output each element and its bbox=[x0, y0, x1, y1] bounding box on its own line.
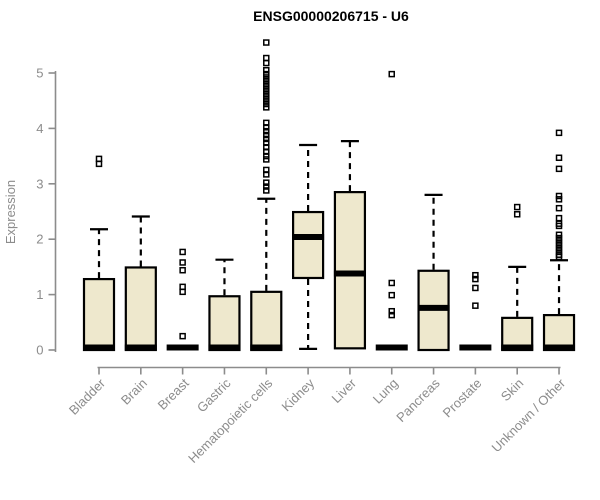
x-category-label-bladder: Bladder bbox=[66, 375, 109, 418]
boxplot-skin bbox=[501, 203, 534, 352]
iqr-box bbox=[542, 313, 576, 352]
outlier-point bbox=[263, 100, 270, 108]
iqr-box bbox=[82, 277, 116, 352]
outlier-point bbox=[388, 279, 395, 287]
outlier-point bbox=[388, 70, 395, 78]
outlier-point bbox=[472, 275, 479, 283]
outlier-point bbox=[263, 127, 270, 135]
outlier-point bbox=[263, 54, 270, 62]
outlier-point bbox=[263, 84, 270, 91]
y-axis-title: Expression bbox=[3, 180, 18, 244]
x-category-label-prostate: Prostate bbox=[440, 376, 485, 421]
outlier-point bbox=[263, 39, 270, 46]
outlier-point bbox=[263, 80, 270, 88]
boxplot-pancreas bbox=[417, 193, 450, 352]
outlier-point bbox=[555, 196, 563, 203]
x-category-label-skin: Skin bbox=[498, 376, 526, 404]
boxplot-lung bbox=[375, 70, 408, 351]
outlier-point bbox=[555, 238, 563, 245]
x-category-label-liver: Liver bbox=[329, 375, 360, 406]
outlier-point bbox=[179, 259, 186, 266]
outlier-point bbox=[263, 166, 270, 174]
outlier-point bbox=[472, 284, 479, 292]
boxplot-kidney bbox=[292, 143, 325, 350]
x-category-label-kidney: Kidney bbox=[279, 375, 318, 414]
x-category-label-lung: Lung bbox=[370, 376, 401, 407]
outlier-point bbox=[263, 187, 270, 194]
iqr-box bbox=[292, 210, 325, 280]
outlier-point bbox=[263, 183, 270, 190]
y-tick-label-4: 4 bbox=[36, 121, 43, 136]
outlier-point bbox=[513, 211, 521, 218]
outlier-point bbox=[263, 70, 270, 78]
outlier-point bbox=[263, 94, 270, 101]
boxplot-liver bbox=[333, 140, 367, 350]
x-category-label-gastric: Gastric bbox=[194, 375, 234, 415]
outlier-point bbox=[179, 248, 186, 256]
outlier-point bbox=[513, 203, 521, 211]
outlier-point bbox=[555, 165, 563, 173]
outlier-point bbox=[263, 87, 270, 94]
y-tick-label-1: 1 bbox=[36, 287, 43, 302]
outlier-point bbox=[179, 283, 186, 291]
iqr-box bbox=[333, 191, 367, 350]
chart-title: ENSG00000206715 - U6 bbox=[253, 8, 409, 24]
boxplot-prostate bbox=[459, 271, 492, 351]
y-tick-label-0: 0 bbox=[36, 343, 43, 358]
outlier-point bbox=[555, 192, 563, 200]
outlier-point bbox=[263, 139, 270, 147]
outlier-point bbox=[263, 77, 270, 85]
outlier-point bbox=[263, 90, 270, 98]
boxplot-breast bbox=[166, 248, 199, 351]
outlier-point bbox=[263, 66, 270, 74]
x-category-label-unknown-other: Unknown / Other bbox=[489, 375, 569, 455]
y-tick-label-2: 2 bbox=[36, 232, 43, 247]
x-category-label-brain: Brain bbox=[118, 376, 150, 408]
outlier-point bbox=[555, 234, 563, 242]
outlier-point bbox=[263, 131, 270, 139]
outlier-point bbox=[95, 155, 103, 163]
y-tick-label-3: 3 bbox=[36, 176, 43, 191]
outlier-point bbox=[263, 74, 270, 81]
outlier-point bbox=[263, 97, 270, 104]
outlier-point bbox=[555, 204, 563, 212]
outlier-point bbox=[388, 311, 395, 319]
iqr-box bbox=[124, 266, 157, 352]
outlier-point bbox=[263, 135, 270, 143]
iqr-box bbox=[208, 295, 241, 352]
x-category-label-pancreas: Pancreas bbox=[393, 375, 443, 425]
outlier-point bbox=[555, 214, 563, 222]
boxplot-brain bbox=[124, 215, 157, 352]
outlier-point bbox=[472, 271, 479, 279]
outlier-point bbox=[388, 307, 395, 315]
outlier-point bbox=[555, 251, 563, 258]
outlier-point bbox=[555, 248, 563, 255]
outlier-point bbox=[555, 129, 563, 137]
outlier-point bbox=[388, 291, 395, 299]
outlier-point bbox=[263, 119, 270, 127]
outlier-point bbox=[179, 266, 186, 274]
outlier-point bbox=[263, 179, 270, 186]
boxplot-bladder bbox=[82, 155, 116, 352]
outlier-point bbox=[263, 156, 270, 163]
outlier-point bbox=[472, 302, 479, 309]
outlier-point bbox=[555, 244, 563, 252]
y-tick-label-5: 5 bbox=[36, 66, 43, 81]
boxplot-unknown-other bbox=[542, 129, 576, 352]
outlier-point bbox=[555, 154, 563, 162]
boxplot-gastric bbox=[208, 258, 241, 352]
x-category-label-breast: Breast bbox=[155, 375, 192, 412]
outlier-point bbox=[179, 332, 186, 340]
outlier-point bbox=[555, 231, 563, 239]
outlier-point bbox=[555, 241, 563, 248]
outlier-point bbox=[263, 104, 270, 111]
iqr-box bbox=[250, 290, 283, 352]
boxplot-hematopoietic-cells bbox=[250, 39, 283, 352]
